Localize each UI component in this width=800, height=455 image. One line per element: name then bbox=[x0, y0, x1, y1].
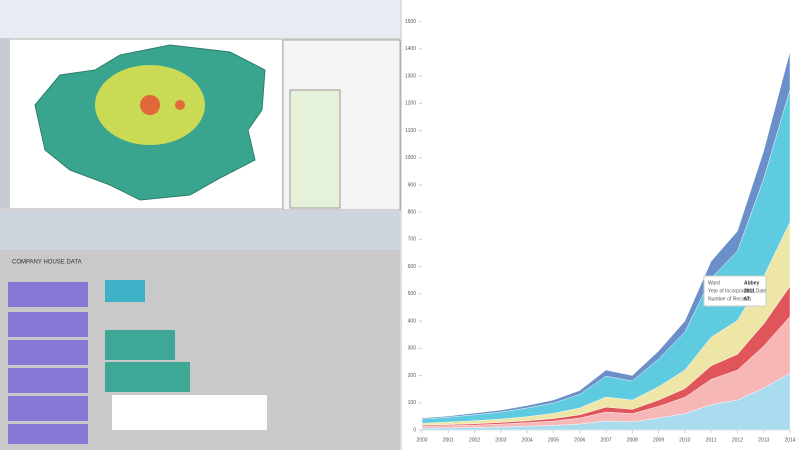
y-tick-label: 300 bbox=[408, 346, 417, 352]
toolbar bbox=[0, 0, 400, 38]
component bbox=[105, 330, 175, 360]
x-tick-label: 2007 bbox=[600, 437, 611, 443]
component bbox=[8, 424, 88, 444]
rhino-window: COMPANY HOUSE DATA bbox=[0, 0, 401, 450]
y-tick-label: 1400 bbox=[405, 46, 416, 52]
tooltip-value: Abbey bbox=[744, 280, 760, 286]
canvas-title: COMPANY HOUSE DATA bbox=[12, 260, 82, 266]
tooltip-value: 2011 bbox=[744, 288, 755, 294]
tooltip-key: Ward bbox=[708, 280, 720, 286]
x-tick-label: 2003 bbox=[495, 437, 506, 443]
map-hotspot bbox=[140, 95, 160, 115]
component bbox=[8, 340, 88, 365]
y-tick-label: 1500 bbox=[405, 19, 416, 25]
x-tick-label: 2009 bbox=[653, 437, 664, 443]
y-tick-label: 500 bbox=[408, 291, 417, 297]
tooltip-box bbox=[703, 275, 767, 307]
x-tick-label: 2002 bbox=[469, 437, 480, 443]
area bbox=[421, 51, 791, 420]
tooltip-value: 67 bbox=[744, 296, 750, 302]
component bbox=[105, 280, 145, 302]
y-tick-label: 700 bbox=[408, 237, 417, 243]
x-tick-label: 2012 bbox=[732, 437, 743, 443]
component bbox=[8, 396, 88, 421]
y-tick-label: 100 bbox=[408, 400, 417, 406]
properties-panel bbox=[289, 89, 341, 209]
y-tick-label: 0 bbox=[413, 427, 416, 433]
map-hotspot bbox=[175, 100, 185, 110]
y-tick-label: 800 bbox=[408, 210, 417, 216]
x-tick-label: 2004 bbox=[522, 437, 533, 443]
component bbox=[8, 368, 88, 393]
chart: 0 100 200 300 400 500 600 700 800 900 1000 1100 1200… bbox=[405, 19, 796, 443]
y-tick-label: 1300 bbox=[405, 73, 416, 79]
x-tick-label: 2013 bbox=[758, 437, 769, 443]
component bbox=[105, 362, 190, 392]
x-tick-label: 2000 bbox=[416, 437, 427, 443]
component bbox=[8, 312, 88, 337]
y-tick-label: 600 bbox=[408, 264, 417, 270]
component bbox=[8, 282, 88, 307]
y-tick-label: 1100 bbox=[405, 128, 416, 134]
x-tick-label: 2005 bbox=[548, 437, 559, 443]
component-group bbox=[8, 282, 88, 444]
x-tick-label: 2010 bbox=[679, 437, 690, 443]
tooltip-key: Number of Records bbox=[708, 296, 752, 302]
side-toolbar bbox=[0, 38, 10, 208]
x-tick-label: 2001 bbox=[443, 437, 454, 443]
x-tick-label: 2014 bbox=[784, 437, 795, 443]
component bbox=[112, 395, 267, 430]
x-tick-label: 2011 bbox=[706, 437, 717, 443]
y-tick-label: 1000 bbox=[405, 155, 416, 161]
grasshopper-toolbar bbox=[0, 210, 400, 250]
y-tick-label: 200 bbox=[408, 373, 417, 379]
y-tick-label: 900 bbox=[408, 182, 417, 188]
y-tick-label: 400 bbox=[408, 318, 417, 324]
x-tick-label: 2006 bbox=[574, 437, 585, 443]
tooltip-key: Year of Incorporation Date bbox=[708, 288, 766, 294]
x-tick-label: 2008 bbox=[627, 437, 638, 443]
y-tick-label: 1200 bbox=[405, 101, 416, 107]
